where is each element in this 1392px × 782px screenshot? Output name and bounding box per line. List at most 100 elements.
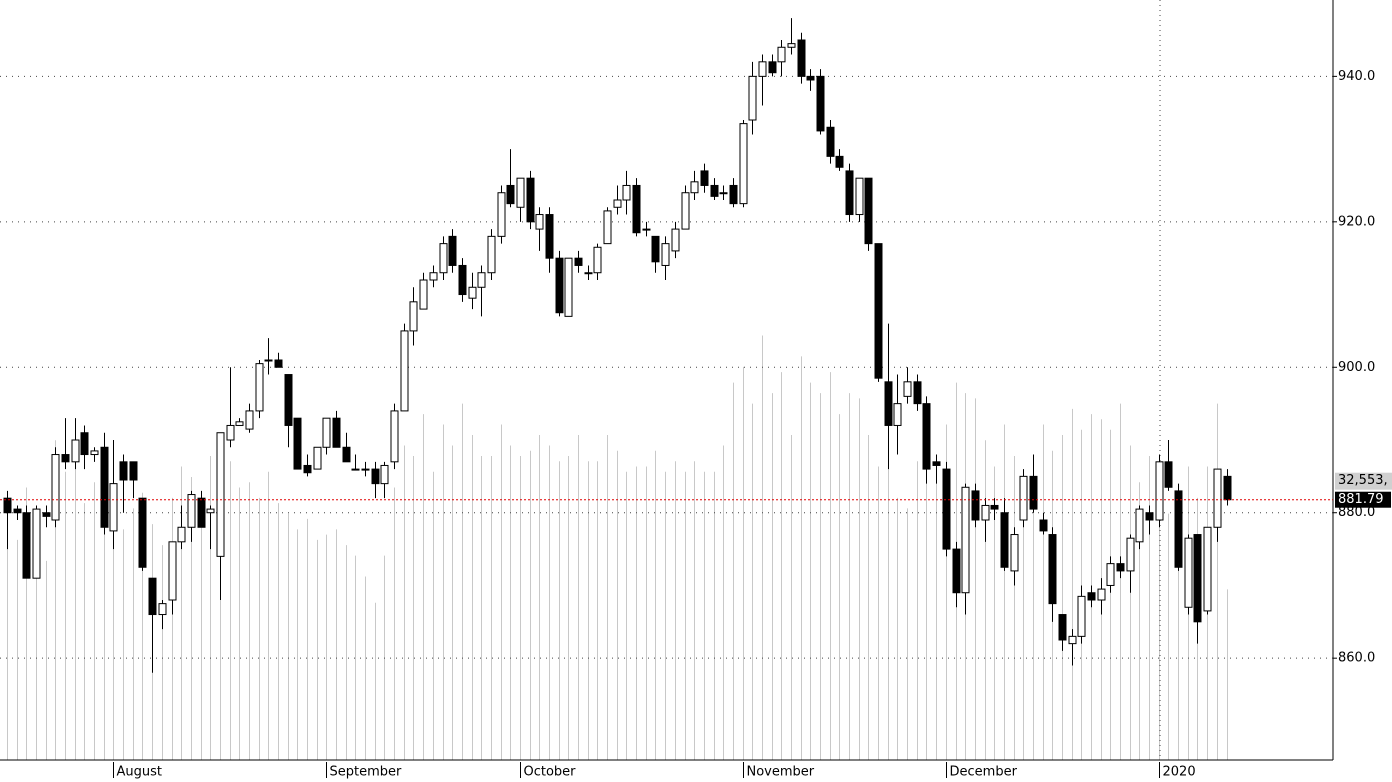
candle-body: [245, 410, 254, 430]
candle-body: [255, 363, 264, 412]
candle-body: [961, 486, 970, 594]
candle-body: [826, 126, 835, 157]
x-tick-label: September: [330, 765, 403, 780]
candle-body: [400, 330, 409, 412]
candle-body: [845, 170, 854, 216]
candle-body: [1223, 475, 1232, 501]
candle-body: [758, 61, 767, 77]
candle-body: [42, 512, 51, 517]
candle-body: [729, 184, 738, 205]
candle-body: [468, 286, 477, 299]
candle-body: [768, 61, 777, 74]
x-tick-label: November: [747, 765, 815, 780]
candle-body: [1058, 614, 1067, 641]
candle-body: [100, 446, 109, 528]
candle-body: [235, 421, 244, 426]
candle-body: [390, 410, 399, 463]
candle-body: [1126, 537, 1135, 572]
candle-body: [1203, 526, 1212, 612]
candle-body: [129, 461, 138, 481]
y-tick-label: 900.0: [1338, 360, 1375, 375]
candle-body: [32, 508, 41, 579]
candle-body: [380, 464, 389, 485]
candle-body: [942, 468, 951, 550]
candle-body: [777, 46, 786, 63]
candle-body: [893, 403, 902, 426]
candle-body: [158, 603, 167, 616]
candle-body: [439, 243, 448, 274]
candle-body: [1213, 468, 1222, 528]
candle-body: [197, 497, 206, 528]
candle-body: [555, 257, 564, 314]
candle-body: [1077, 595, 1086, 637]
candle-body: [816, 75, 825, 132]
candle-body: [119, 461, 128, 481]
candle-body: [226, 424, 235, 441]
candle-body: [535, 214, 544, 230]
candle-body: [574, 257, 583, 266]
candle-body: [671, 228, 680, 252]
candle-body: [797, 39, 806, 77]
candle-body: [990, 504, 999, 510]
candle-body: [148, 577, 157, 616]
candle-body: [913, 381, 922, 405]
candle-body: [71, 439, 80, 463]
candle-layer: [3, 18, 1232, 673]
x-tick-label: December: [950, 765, 1018, 780]
candle-body: [1039, 519, 1048, 532]
candle-body: [313, 446, 322, 470]
candle-body: [884, 381, 893, 426]
candle-body: [322, 417, 331, 448]
candle-body: [613, 199, 622, 208]
candle-body: [497, 192, 506, 237]
candle-body: [1097, 588, 1106, 601]
candle-body: [622, 184, 631, 201]
candle-body: [1048, 534, 1057, 605]
candle-body: [13, 508, 22, 514]
candle-body: [1010, 534, 1019, 572]
candle-body: [739, 123, 748, 205]
y-tick-label: 860.0: [1338, 651, 1375, 666]
candle-body: [971, 490, 980, 521]
candle-body: [1155, 461, 1164, 521]
candle-body: [90, 450, 99, 456]
candle-body: [710, 184, 719, 197]
candle-body: [526, 177, 535, 223]
candle-body: [409, 301, 418, 332]
last-price-label: 881.79: [1338, 492, 1384, 507]
candle-body: [506, 184, 515, 205]
candle-body: [487, 235, 496, 274]
candle-body: [642, 228, 651, 231]
last-price-box: [1335, 491, 1391, 508]
candle-body: [661, 243, 670, 266]
candle-body: [1193, 534, 1202, 623]
candle-body: [516, 177, 525, 208]
candle-body: [293, 417, 302, 470]
candle-body: [903, 381, 912, 397]
x-tick-label: 2020: [1163, 765, 1196, 780]
candle-body: [371, 468, 380, 485]
candle-body: [206, 508, 215, 514]
candle-body: [448, 235, 457, 266]
candle-body: [855, 177, 864, 216]
candle-body: [981, 504, 990, 521]
candle-body: [419, 279, 428, 310]
candle-body: [80, 432, 89, 456]
x-tick-label: October: [524, 765, 577, 780]
candle-body: [1087, 592, 1096, 601]
candle-body: [952, 548, 961, 594]
candle-body: [719, 192, 728, 195]
candle-body: [1000, 512, 1009, 568]
candle-body: [690, 181, 699, 194]
candle-body: [351, 468, 360, 471]
candle-body: [1029, 475, 1038, 510]
candle-body: [1116, 563, 1125, 572]
candle-body: [593, 246, 602, 274]
candle-body: [216, 432, 225, 557]
candle-body: [458, 264, 467, 296]
candle-body: [932, 461, 941, 466]
